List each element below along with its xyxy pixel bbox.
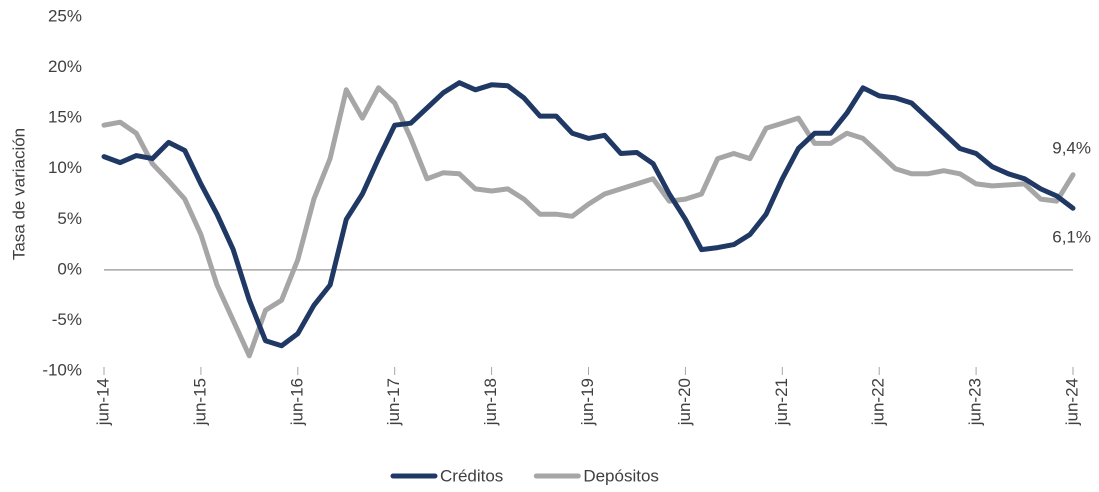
x-tick-label: jun-23 bbox=[966, 378, 985, 426]
series-line bbox=[101, 80, 1076, 349]
y-axis-label: Tasa de variación bbox=[9, 128, 28, 260]
y-tick-label: 20% bbox=[48, 57, 82, 76]
x-tick-label: jun-18 bbox=[481, 378, 500, 426]
series-line bbox=[101, 85, 1076, 359]
x-tick-label: jun-16 bbox=[287, 378, 306, 426]
y-tick-label: 5% bbox=[57, 209, 82, 228]
x-tick-label: jun-24 bbox=[1062, 378, 1081, 426]
x-tick-label: jun-22 bbox=[869, 378, 888, 426]
x-tick-label: jun-15 bbox=[190, 378, 209, 426]
legend-label: Depósitos bbox=[583, 466, 659, 485]
y-tick-label: -5% bbox=[52, 310, 82, 329]
x-tick-label: jun-20 bbox=[675, 378, 694, 426]
x-tick-label: jun-14 bbox=[93, 378, 112, 426]
y-tick-label: 25% bbox=[48, 6, 82, 25]
value-label: 6,1% bbox=[1052, 228, 1091, 247]
x-tick-label: jun-17 bbox=[384, 378, 403, 426]
y-tick-label: 0% bbox=[57, 259, 82, 278]
y-tick-label: 10% bbox=[48, 158, 82, 177]
x-tick-label: jun-19 bbox=[578, 378, 597, 426]
y-tick-label: 15% bbox=[48, 108, 82, 127]
y-tick-label: -10% bbox=[42, 360, 82, 379]
value-label: 9,4% bbox=[1052, 138, 1091, 157]
legend-label: Créditos bbox=[440, 466, 503, 485]
x-tick-label: jun-21 bbox=[772, 378, 791, 426]
